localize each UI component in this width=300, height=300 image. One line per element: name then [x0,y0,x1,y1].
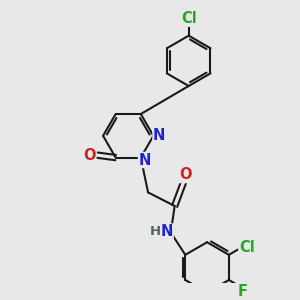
Text: O: O [83,148,96,163]
Text: N: N [153,128,165,143]
Text: F: F [238,284,248,298]
Text: Cl: Cl [181,11,197,26]
Text: N: N [139,152,151,167]
Text: O: O [179,167,192,182]
Text: H: H [150,225,161,238]
Text: Cl: Cl [239,240,255,255]
Text: N: N [161,224,173,239]
